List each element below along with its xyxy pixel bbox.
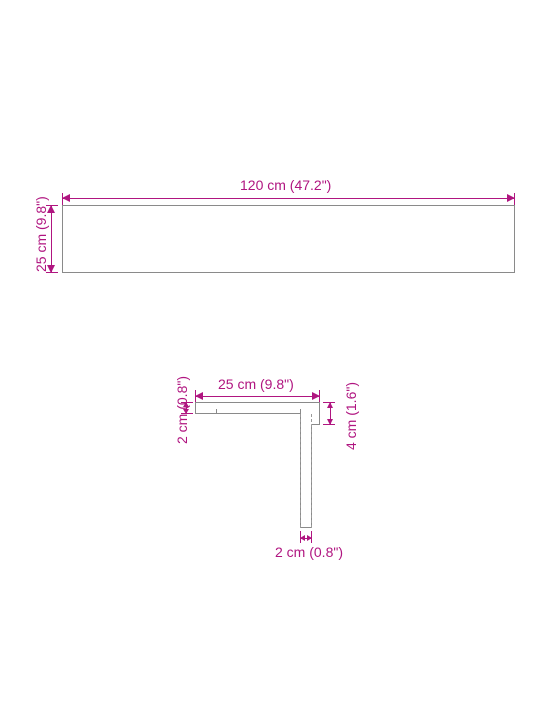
profile-width-arrow-line <box>195 396 320 397</box>
profile-right-4cm-label: 4 cm (1.6") <box>344 382 358 450</box>
top-width-label: 120 cm (47.2") <box>240 178 331 192</box>
profile-bottom-2cm-label: 2 cm (0.8") <box>275 545 343 559</box>
top-height-label: 25 cm (9.8") <box>34 196 48 272</box>
profile-left-2cm-tick-bottom <box>181 413 193 414</box>
profile-dashed-vert-1 <box>300 414 301 528</box>
top-width-tick-right <box>514 193 515 205</box>
profile-bottom-2cm-tick-right <box>311 531 312 543</box>
profile-edge-notch-bottom <box>312 424 320 425</box>
profile-edge-top <box>195 402 320 403</box>
top-width-arrow-line <box>62 198 515 199</box>
profile-width-tick-right <box>319 390 320 402</box>
top-height-arrow-line <box>51 205 52 273</box>
top-height-tick-top <box>46 205 58 206</box>
top-height-arrow-head-up <box>47 205 55 213</box>
dimension-diagram: 120 cm (47.2") 25 cm (9.8") 25 cm (9.8")… <box>0 0 540 720</box>
top-height-tick-bottom <box>46 272 58 273</box>
profile-dashed-vert-2 <box>311 414 312 528</box>
profile-bottom-2cm-tick-left <box>300 531 301 543</box>
profile-width-tick-left <box>195 390 196 402</box>
top-width-tick-left <box>62 193 63 205</box>
profile-edge-right-outer <box>319 402 320 425</box>
profile-edge-shelf-bottom <box>195 413 300 414</box>
profile-width-label: 25 cm (9.8") <box>218 377 294 391</box>
top-rect <box>62 205 515 273</box>
profile-left-2cm-tick-top <box>181 402 193 403</box>
profile-right-4cm-tick-top <box>323 402 335 403</box>
profile-edge-left <box>195 402 196 414</box>
profile-width-arrow-head-left <box>195 392 203 400</box>
top-width-arrow-head-left <box>62 194 70 202</box>
profile-right-4cm-tick-bottom <box>323 424 335 425</box>
